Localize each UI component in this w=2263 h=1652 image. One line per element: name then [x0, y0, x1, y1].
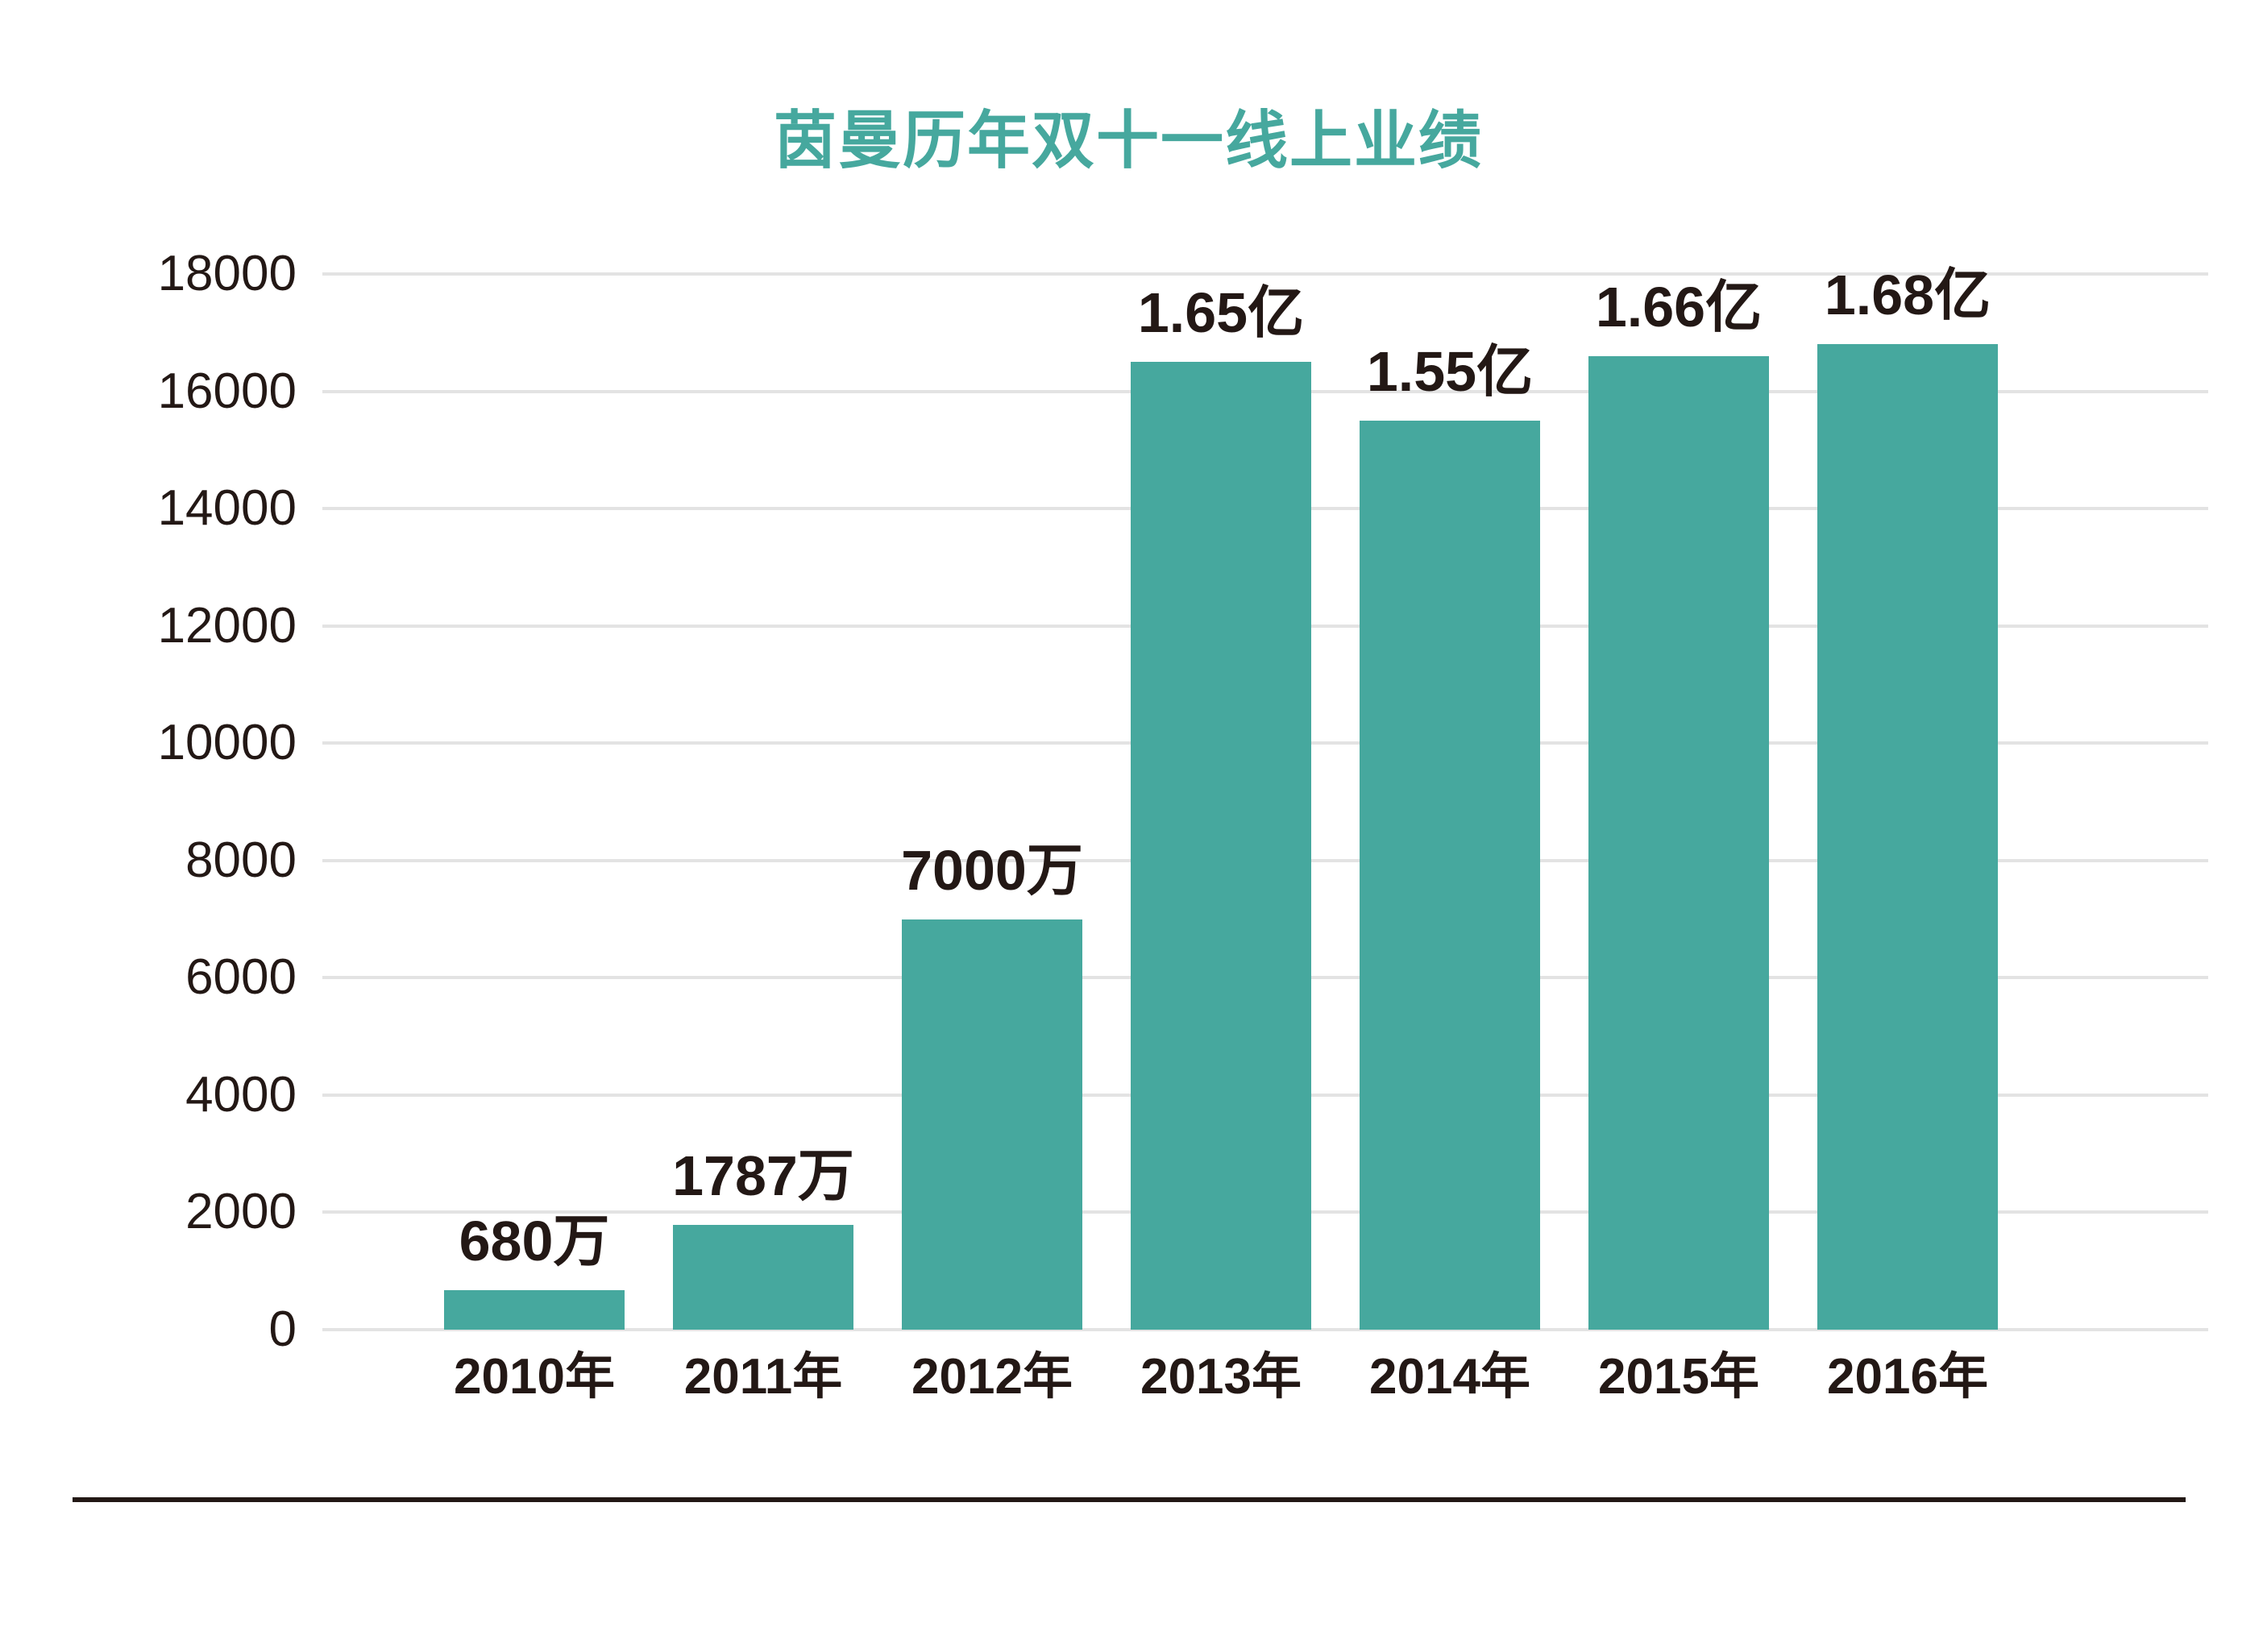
- bottom-divider: [73, 1497, 2186, 1502]
- y-tick-label: 16000: [157, 363, 297, 419]
- plot-area: [322, 272, 2208, 1331]
- bar-value-label: 7000万: [901, 838, 1083, 902]
- y-tick-label: 18000: [157, 246, 297, 301]
- gridline: [322, 1328, 2208, 1331]
- x-tick-label: 2010年: [454, 1349, 615, 1405]
- y-tick-label: 8000: [185, 832, 297, 888]
- bar: [1131, 362, 1311, 1330]
- bar-value-label: 1787万: [672, 1144, 854, 1207]
- bar: [1817, 344, 1998, 1330]
- bar-value-label: 1.65亿: [1137, 281, 1305, 345]
- x-tick-label: 2014年: [1369, 1349, 1530, 1405]
- bar: [444, 1289, 625, 1330]
- bar-value-label: 680万: [459, 1209, 610, 1272]
- bar-value-label: 1.66亿: [1595, 275, 1763, 338]
- bar: [1588, 355, 1769, 1330]
- x-tick-label: 2015年: [1598, 1349, 1759, 1405]
- y-tick-label: 12000: [157, 597, 297, 654]
- y-tick-label: 2000: [185, 1184, 297, 1240]
- x-tick-label: 2012年: [911, 1349, 1073, 1405]
- y-tick-label: 4000: [185, 1066, 297, 1123]
- bar: [902, 919, 1082, 1330]
- y-tick-label: 10000: [157, 715, 297, 771]
- bar: [1360, 420, 1540, 1330]
- x-tick-label: 2013年: [1140, 1349, 1302, 1405]
- bar-value-label: 1.55亿: [1366, 339, 1534, 403]
- x-tick-label: 2016年: [1827, 1349, 1988, 1405]
- bar-value-label: 1.68亿: [1824, 264, 1991, 327]
- y-tick-label: 0: [268, 1301, 297, 1357]
- y-tick-label: 6000: [185, 949, 297, 1006]
- y-tick-label: 14000: [157, 480, 297, 537]
- chart-title: 茵曼历年双十一线上业绩: [773, 105, 1483, 176]
- x-tick-label: 2011年: [683, 1349, 843, 1405]
- bar: [673, 1224, 853, 1330]
- gridline: [322, 272, 2208, 276]
